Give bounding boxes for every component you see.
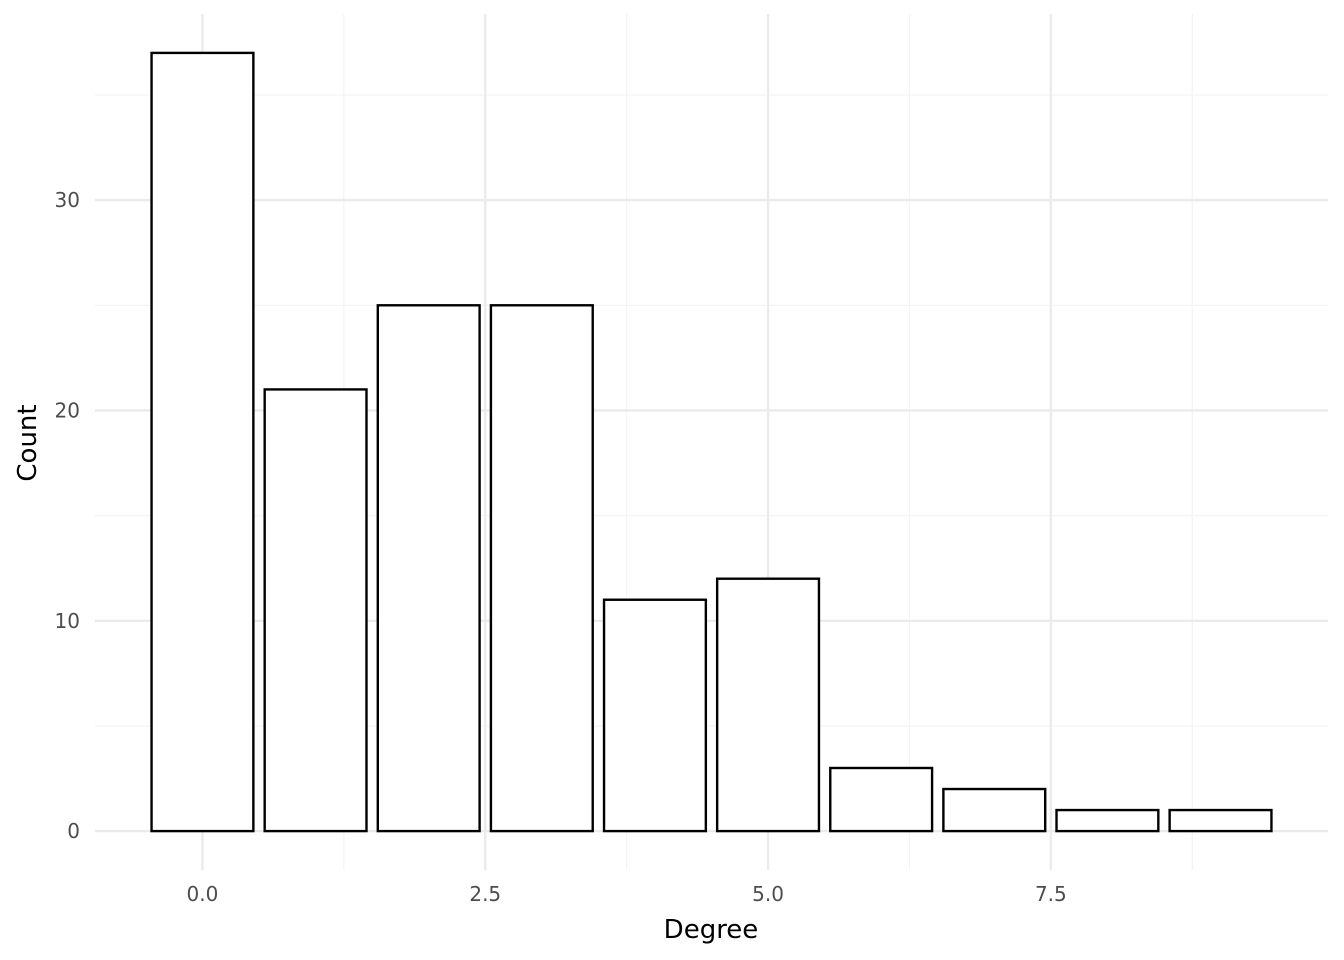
bar-degree-1 <box>263 388 368 833</box>
bars <box>150 51 1273 833</box>
bar-degree-2 <box>376 304 481 833</box>
bar-degree-0 <box>150 51 255 833</box>
y-tick-label: 0 <box>67 819 80 843</box>
bar-degree-3 <box>489 304 594 833</box>
bar-degree-7 <box>942 787 1047 833</box>
x-tick-label: 5.0 <box>752 882 784 906</box>
bar-degree-4 <box>602 598 708 833</box>
x-axis-title: Degree <box>664 915 759 945</box>
x-tick-label: 2.5 <box>469 882 501 906</box>
bar-degree-6 <box>829 766 934 833</box>
bar-degree-9 <box>1168 808 1273 833</box>
y-tick-label: 10 <box>55 609 80 633</box>
x-axis-tick-labels: 0.0 2.5 5.0 7.5 <box>187 882 1067 906</box>
y-tick-label: 30 <box>55 188 80 212</box>
y-axis-title: Count <box>13 404 43 481</box>
x-tick-label: 0.0 <box>187 882 219 906</box>
bar-degree-5 <box>715 577 821 833</box>
y-tick-label: 20 <box>55 398 80 422</box>
y-axis-tick-labels: 0 10 20 30 <box>55 188 80 843</box>
x-tick-label: 7.5 <box>1035 882 1067 906</box>
bar-degree-8 <box>1055 808 1160 833</box>
